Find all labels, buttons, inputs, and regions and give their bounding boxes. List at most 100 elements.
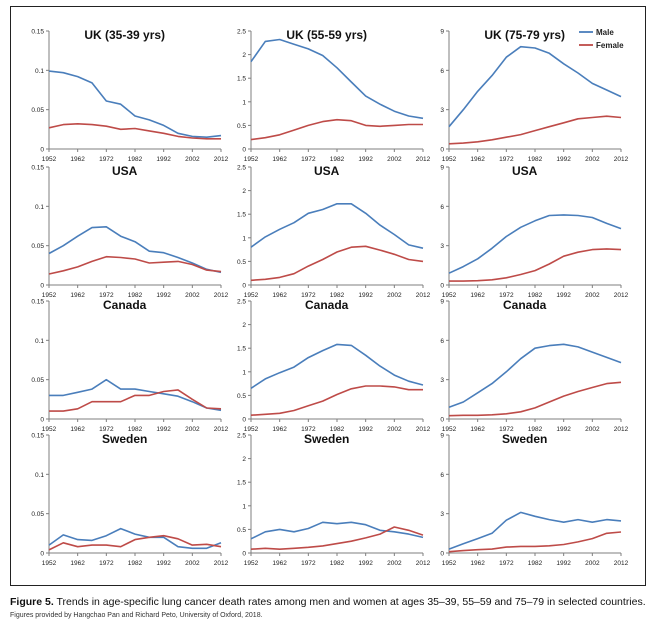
y-tick-label: 9 bbox=[440, 433, 444, 440]
series-line-female bbox=[449, 248, 622, 282]
caption-text: Trends in age-specific lung cancer death… bbox=[53, 596, 646, 608]
series-line-female bbox=[48, 123, 221, 140]
panel-title: UK (35-39 yrs) bbox=[84, 28, 165, 42]
panel-2: 0 0.5 1 1.5 2 2.5 1952 1962 1972 1982 1992 2002 2012… bbox=[237, 28, 431, 163]
x-tick-label: 1952 bbox=[442, 156, 457, 163]
panel-title: USA bbox=[512, 164, 538, 178]
x-tick-label: 1992 bbox=[556, 156, 571, 163]
y-tick-label: 0.5 bbox=[237, 393, 246, 400]
y-tick-label: 0.1 bbox=[35, 472, 44, 479]
y-tick-label: 9 bbox=[440, 299, 444, 306]
x-tick-label: 1992 bbox=[358, 560, 373, 567]
x-tick-label: 1992 bbox=[156, 426, 171, 433]
x-tick-label: 2002 bbox=[185, 292, 200, 299]
x-tick-label: 1982 bbox=[528, 292, 543, 299]
x-tick-label: 1982 bbox=[330, 292, 345, 299]
x-tick-label: 1952 bbox=[244, 156, 259, 163]
x-tick-label: 1992 bbox=[556, 426, 571, 433]
panel-11: 0 0.5 1 1.5 2 2.5 1952 1962 1972 1982 1992 2002 2012… bbox=[237, 432, 431, 567]
x-tick-label: 1972 bbox=[99, 292, 114, 299]
x-tick-label: 1992 bbox=[556, 560, 571, 567]
x-tick-label: 1962 bbox=[470, 426, 485, 433]
x-tick-label: 1962 bbox=[272, 292, 287, 299]
x-tick-label: 1982 bbox=[528, 426, 543, 433]
panel-6: 0 3 6 9 1952 1962 1972 1982 1992 2002 2012 USA bbox=[440, 164, 628, 299]
y-tick-label: 0.15 bbox=[31, 29, 44, 36]
series-line-male bbox=[250, 38, 424, 120]
x-tick-label: 2012 bbox=[614, 156, 629, 163]
y-tick-label: 3 bbox=[440, 377, 444, 384]
x-tick-label: 2002 bbox=[387, 426, 402, 433]
panel-5: 0 0.5 1 1.5 2 2.5 1952 1962 1972 1982 1992 2002 2012… bbox=[237, 164, 431, 299]
y-tick-label: 6 bbox=[440, 68, 444, 75]
y-tick-label: 0.1 bbox=[35, 68, 44, 75]
x-tick-label: 1952 bbox=[244, 560, 259, 567]
x-tick-label: 2012 bbox=[214, 292, 229, 299]
series-line-female bbox=[250, 385, 423, 416]
x-tick-label: 1972 bbox=[301, 292, 316, 299]
series-line-male bbox=[250, 521, 424, 540]
y-tick-label: 2.5 bbox=[237, 299, 246, 306]
series-line-male bbox=[448, 214, 622, 274]
x-tick-label: 2002 bbox=[185, 560, 200, 567]
x-tick-label: 1992 bbox=[156, 560, 171, 567]
y-tick-label: 2 bbox=[242, 322, 246, 329]
x-tick-label: 1972 bbox=[99, 560, 114, 567]
x-tick-label: 1972 bbox=[499, 426, 514, 433]
y-tick-label: 2.5 bbox=[237, 29, 246, 36]
y-tick-label: 1.5 bbox=[237, 76, 246, 83]
panel-title: Sweden bbox=[102, 432, 147, 446]
series-line-female bbox=[49, 389, 222, 412]
y-tick-label: 2.5 bbox=[237, 433, 246, 440]
series-line-male bbox=[49, 378, 222, 412]
panel-title: USA bbox=[314, 164, 340, 178]
y-tick-label: 9 bbox=[440, 165, 444, 172]
series-line-male bbox=[48, 70, 222, 138]
series-line-male bbox=[48, 226, 222, 274]
x-tick-label: 1952 bbox=[42, 156, 57, 163]
x-tick-label: 1982 bbox=[528, 560, 543, 567]
x-tick-label: 1982 bbox=[128, 292, 143, 299]
panel-7: 0 0.05 0.1 0.15 1952 1962 1972 1982 1992 2002 2012… bbox=[31, 298, 228, 433]
series-line-male bbox=[448, 511, 622, 550]
panel-title: Sweden bbox=[304, 432, 349, 446]
x-tick-label: 2002 bbox=[585, 560, 600, 567]
x-tick-label: 1962 bbox=[470, 156, 485, 163]
series-line-female bbox=[448, 531, 622, 553]
panel-title: USA bbox=[112, 164, 138, 178]
y-tick-label: 1 bbox=[242, 235, 246, 242]
series-line-female bbox=[48, 255, 222, 275]
x-tick-label: 1962 bbox=[70, 292, 85, 299]
y-tick-label: 0.1 bbox=[35, 338, 44, 345]
x-tick-label: 2002 bbox=[185, 156, 200, 163]
y-tick-label: 0.05 bbox=[31, 243, 44, 250]
x-tick-label: 2002 bbox=[387, 292, 402, 299]
x-tick-label: 1982 bbox=[128, 156, 143, 163]
x-tick-label: 1972 bbox=[499, 156, 514, 163]
y-tick-label: 0 bbox=[242, 417, 246, 424]
panel-title: Canada bbox=[503, 298, 547, 312]
x-tick-label: 1982 bbox=[330, 560, 345, 567]
y-tick-label: 6 bbox=[440, 204, 444, 211]
y-tick-label: 2.5 bbox=[237, 165, 246, 172]
x-tick-label: 1982 bbox=[128, 560, 143, 567]
y-tick-label: 2 bbox=[242, 188, 246, 195]
series-line-male bbox=[448, 45, 622, 128]
panel-title: UK (55-59 yrs) bbox=[286, 28, 367, 42]
figure-credit: Figures provided by Hangchao Pan and Ric… bbox=[10, 612, 263, 619]
x-tick-label: 1962 bbox=[470, 292, 485, 299]
y-tick-label: 0 bbox=[440, 417, 444, 424]
series-line-female bbox=[250, 526, 424, 551]
panel-title: Canada bbox=[103, 298, 147, 312]
y-tick-label: 2 bbox=[242, 52, 246, 59]
x-tick-label: 2002 bbox=[585, 156, 600, 163]
x-tick-label: 1982 bbox=[330, 156, 345, 163]
y-tick-label: 0.5 bbox=[237, 259, 246, 266]
y-tick-label: 1 bbox=[242, 369, 246, 376]
panel-4: 0 0.05 0.1 0.15 1952 1962 1972 1982 1992 2002 2012… bbox=[31, 164, 228, 299]
panel-1: 0 0.05 0.1 0.15 1952 1962 1972 1982 1992 2002 2012… bbox=[31, 28, 228, 163]
x-tick-label: 1962 bbox=[272, 560, 287, 567]
x-tick-label: 2012 bbox=[214, 426, 229, 433]
x-tick-label: 1962 bbox=[70, 560, 85, 567]
x-tick-label: 2012 bbox=[416, 426, 431, 433]
